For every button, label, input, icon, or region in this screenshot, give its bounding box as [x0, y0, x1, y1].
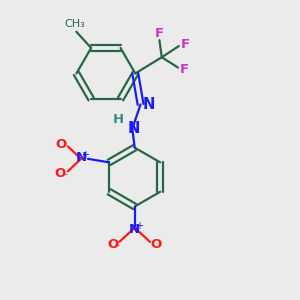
Text: +: + — [81, 150, 89, 160]
Text: O: O — [54, 167, 65, 180]
Text: F: F — [180, 62, 189, 76]
Text: O: O — [56, 138, 67, 151]
Text: N: N — [142, 97, 155, 112]
Text: O: O — [151, 238, 162, 251]
Text: F: F — [181, 38, 190, 51]
Text: ⁻: ⁻ — [113, 242, 120, 255]
Text: +: + — [135, 221, 143, 231]
Text: CH₃: CH₃ — [64, 20, 85, 29]
Text: N: N — [75, 151, 86, 164]
Text: O: O — [107, 238, 118, 251]
Text: H: H — [112, 112, 124, 126]
Text: F: F — [154, 27, 164, 40]
Text: N: N — [127, 121, 140, 136]
Text: N: N — [129, 223, 140, 236]
Text: ⁻: ⁻ — [61, 171, 68, 184]
